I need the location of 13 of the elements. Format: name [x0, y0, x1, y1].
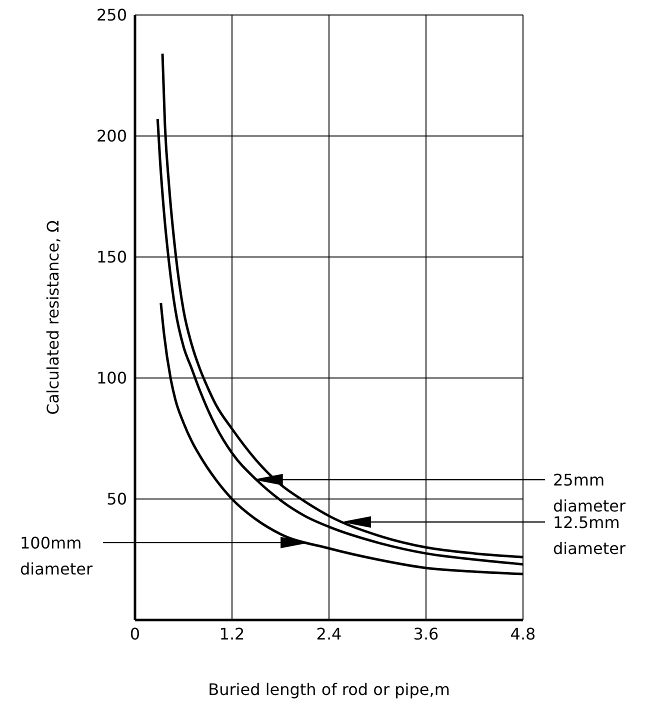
y-tick-label: 150 — [96, 248, 127, 267]
x-tick-label: 4.8 — [510, 624, 536, 644]
y-tick-label: 50 — [106, 490, 127, 509]
y-axis-title: Calculated resistance, Ω — [44, 220, 63, 415]
x-axis-title: Buried length of rod or pipe,m — [208, 680, 450, 699]
y-tick-label: 100 — [96, 368, 127, 388]
x-tick-label: 3.6 — [413, 624, 439, 644]
annotation: 100mm diameter — [20, 534, 93, 579]
x-tick-label: 2.4 — [316, 624, 342, 644]
x-tick-label: 1.2 — [219, 624, 245, 644]
y-tick-label: 250 — [96, 6, 127, 25]
x-tick-label: 0 — [130, 624, 140, 644]
y-tick-label: 200 — [96, 126, 127, 146]
